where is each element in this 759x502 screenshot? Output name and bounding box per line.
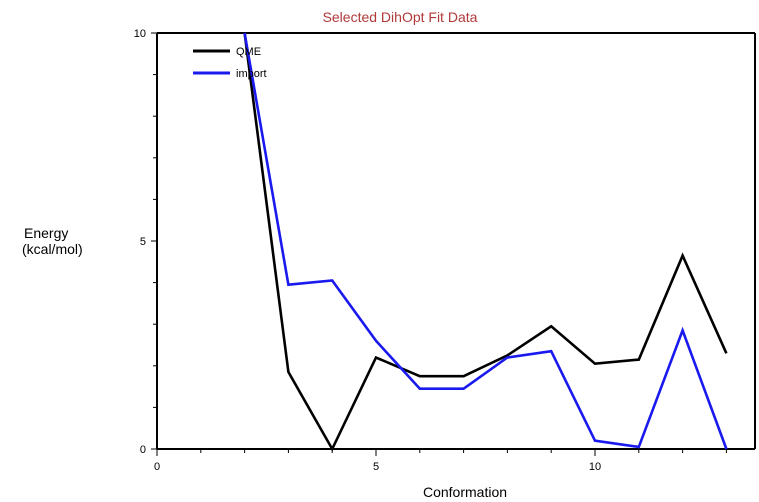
x-tick-label: 0 xyxy=(154,461,160,473)
series-line-qme xyxy=(243,32,728,452)
x-tick-label: 10 xyxy=(589,461,601,473)
x-tick-label: 5 xyxy=(373,461,379,473)
plot-frame xyxy=(156,32,756,450)
legend-label-qme: QME xyxy=(236,46,261,58)
y-axis-label-line-2: (kcal/mol) xyxy=(22,241,83,257)
y-tick-label: 0 xyxy=(140,444,146,456)
legend: QME import xyxy=(193,46,267,80)
chart-title: Selected DihOpt Fit Data xyxy=(323,9,478,25)
series-lines xyxy=(243,32,728,452)
series-line-import xyxy=(243,32,728,450)
y-tick-label: 10 xyxy=(134,28,146,40)
y-axis-label-line-1: Energy xyxy=(24,225,68,241)
x-axis-ticks: 0 5 10 xyxy=(154,449,727,473)
x-axis-label: Conformation xyxy=(423,484,507,500)
legend-label-import: import xyxy=(236,68,267,80)
y-axis-ticks: 0 5 10 xyxy=(134,28,157,456)
y-tick-label: 5 xyxy=(140,236,146,248)
